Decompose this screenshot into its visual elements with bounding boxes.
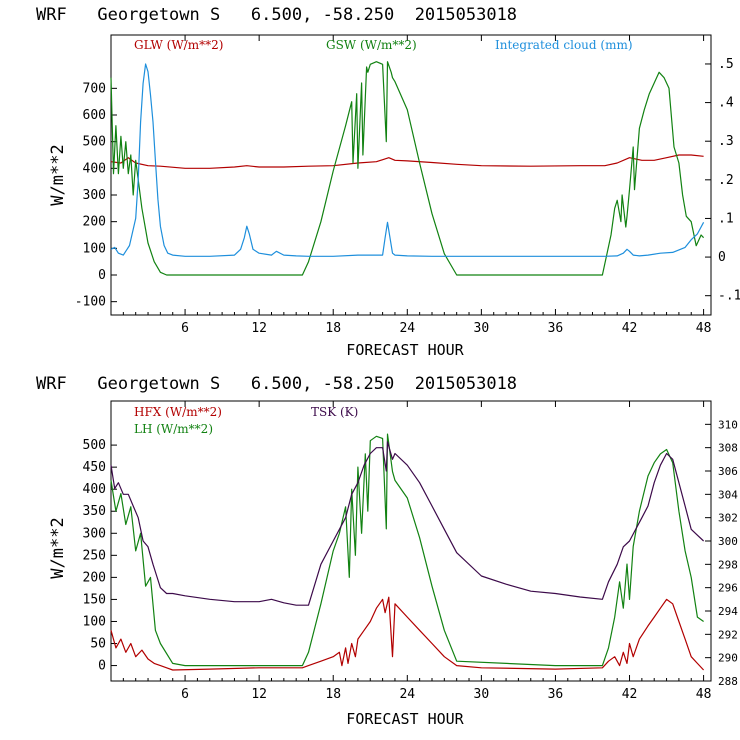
top-series-group xyxy=(110,61,705,276)
y-tick-label: 200 xyxy=(83,215,106,230)
top-right-axis: -.1 0 .1 .2 .3 .4 .5 xyxy=(705,57,740,304)
y2-tick-label: 308 xyxy=(718,442,738,455)
series-line-glw xyxy=(110,154,704,169)
top-bottom-axis: 6 12 18 24 30 36 42 48 xyxy=(122,35,712,336)
y-tick-label: 700 xyxy=(83,81,106,96)
y-tick-label: 150 xyxy=(83,592,106,607)
y2-tick-label: 300 xyxy=(718,535,738,548)
x-tick-label: 42 xyxy=(622,321,638,336)
y-tick-label: 300 xyxy=(83,526,106,541)
x-tick-label: 6 xyxy=(181,321,189,336)
y-tick-label: 500 xyxy=(83,438,106,453)
x-tick-label: 24 xyxy=(399,687,415,702)
bottom-series-group xyxy=(110,433,705,671)
y2-tick-label: .2 xyxy=(718,173,734,188)
x-tick-label: 12 xyxy=(251,321,267,336)
series-line-integrated xyxy=(110,63,705,257)
series-line-lh xyxy=(110,433,704,667)
y-tick-label: 400 xyxy=(83,161,106,176)
y2-tick-label: 290 xyxy=(718,652,738,665)
y2-tick-label: 298 xyxy=(718,558,738,571)
y-tick-label: 600 xyxy=(83,108,106,123)
top-plot-frame xyxy=(110,34,712,316)
y2-tick-label: 302 xyxy=(718,512,738,525)
series-line-gsw xyxy=(110,61,705,276)
y2-tick-label: 0 xyxy=(718,250,726,265)
y2-tick-label: 294 xyxy=(718,605,738,618)
bottom-chart-title: WRF Georgetown S 6.500, -58.250 20150530… xyxy=(36,374,517,394)
y2-tick-label: .5 xyxy=(718,57,734,72)
top-chart-title: WRF Georgetown S 6.500, -58.250 20150530… xyxy=(36,5,517,25)
y2-tick-label: -.1 xyxy=(718,289,740,304)
y-tick-label: 100 xyxy=(83,614,106,629)
y2-tick-label: .4 xyxy=(718,96,734,111)
bottom-plot-frame xyxy=(110,400,712,682)
x-tick-label: 48 xyxy=(696,321,712,336)
bottom-y-axis-label: W/m**2 xyxy=(48,517,68,578)
x-tick-label: 12 xyxy=(251,687,267,702)
x-tick-label: 6 xyxy=(181,687,189,702)
y2-tick-label: 296 xyxy=(718,582,738,595)
legend-integrated-cloud: Integrated cloud (mm) xyxy=(495,38,633,52)
x-tick-label: 42 xyxy=(622,687,638,702)
legend-hfx: HFX (W/m**2) xyxy=(134,405,222,419)
x-tick-label: 48 xyxy=(696,687,712,702)
bottom-x-axis-label: FORECAST HOUR xyxy=(346,710,464,728)
y-tick-label: 500 xyxy=(83,135,106,150)
y2-tick-label: 288 xyxy=(718,675,738,688)
y2-tick-label: .1 xyxy=(718,211,734,226)
y-tick-label: 100 xyxy=(83,241,106,256)
y-tick-label: 0 xyxy=(98,659,106,674)
legend-lh: LH (W/m**2) xyxy=(134,422,213,436)
x-tick-label: 24 xyxy=(399,321,415,336)
bottom-left-axis: 0 50 100 150 200 250 300 350 400 450 500 xyxy=(83,438,117,674)
y-tick-label: 350 xyxy=(83,504,106,519)
y2-tick-label: 292 xyxy=(718,628,738,641)
y-tick-label: 450 xyxy=(83,460,106,475)
bottom-right-axis: 288 290 292 294 296 298 300 302 304 306 308 310 xyxy=(705,418,738,688)
legend-gsw: GSW (W/m**2) xyxy=(326,38,417,52)
y2-tick-label: 306 xyxy=(718,465,738,478)
series-line-tsk xyxy=(110,441,705,606)
x-tick-label: 36 xyxy=(548,687,564,702)
y-tick-label: 300 xyxy=(83,188,106,203)
legend-glw: GLW (W/m**2) xyxy=(134,38,223,52)
y2-tick-label: 304 xyxy=(718,488,738,501)
x-tick-label: 18 xyxy=(325,687,341,702)
top-y-axis-label: W/m**2 xyxy=(48,144,68,205)
y2-tick-label: .3 xyxy=(718,134,734,149)
x-tick-label: 36 xyxy=(548,321,564,336)
y-tick-label: -100 xyxy=(75,295,106,310)
legend-tsk: TSK (K) xyxy=(311,405,358,419)
y-tick-label: 200 xyxy=(83,570,106,585)
x-tick-label: 30 xyxy=(474,321,490,336)
y2-tick-label: 310 xyxy=(718,418,738,431)
y-tick-label: 0 xyxy=(98,268,106,283)
y-tick-label: 400 xyxy=(83,482,106,497)
x-tick-label: 30 xyxy=(474,687,490,702)
series-line-hfx xyxy=(110,596,705,671)
top-x-axis-label: FORECAST HOUR xyxy=(346,341,464,359)
bottom-bottom-axis: 6 12 18 24 30 36 42 48 xyxy=(122,401,712,702)
x-tick-label: 18 xyxy=(325,321,341,336)
y-tick-label: 50 xyxy=(90,637,106,652)
y-tick-label: 250 xyxy=(83,548,106,563)
